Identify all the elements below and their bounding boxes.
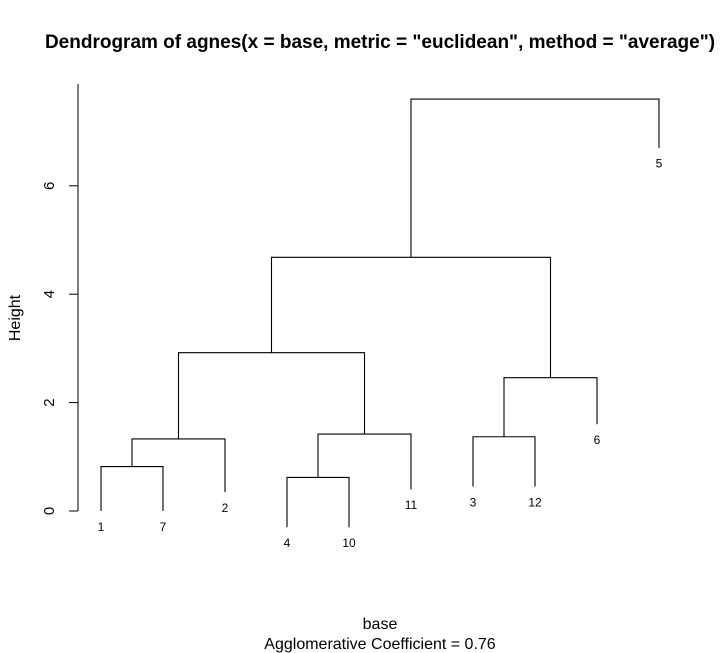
merge-link-3	[131, 438, 226, 493]
y-tick-label: 0	[41, 507, 58, 515]
chart-subtitle: Agglomerative Coefficient = 0.76	[264, 636, 496, 653]
merge-link-6	[177, 352, 366, 439]
leaf-label-6: 6	[594, 433, 601, 447]
leaf-label-2: 2	[222, 501, 229, 515]
merge-link-0	[100, 466, 164, 511]
leaf-label-4: 4	[284, 536, 291, 550]
leaf-labels: 1 7 2 4 10 11 3 12 6 5	[98, 157, 663, 550]
leaf-label-10: 10	[342, 536, 356, 550]
chart-title: Dendrogram of agnes(x = base, metric = "…	[45, 32, 715, 53]
merge-link-4	[317, 433, 412, 490]
leaf-label-12: 12	[528, 495, 542, 509]
leaf-label-5: 5	[656, 157, 663, 171]
y-axis-label: Height	[7, 294, 24, 341]
y-axis: 0 2 4 6	[41, 84, 79, 515]
merge-link-7	[270, 256, 552, 378]
x-axis-label: base	[363, 616, 398, 633]
leaf-label-11: 11	[405, 498, 418, 512]
leaf-label-1: 1	[98, 520, 105, 534]
merge-link-2	[472, 436, 536, 487]
leaf-label-3: 3	[470, 495, 477, 509]
y-tick-label: 6	[41, 182, 58, 190]
y-tick-label: 2	[41, 398, 58, 406]
y-tick-label: 4	[41, 290, 58, 298]
leaf-label-7: 7	[160, 520, 167, 534]
merge-link-8	[410, 98, 660, 258]
merge-link-5	[503, 377, 598, 437]
dendrogram-links	[100, 98, 660, 528]
merge-link-1	[286, 476, 350, 528]
